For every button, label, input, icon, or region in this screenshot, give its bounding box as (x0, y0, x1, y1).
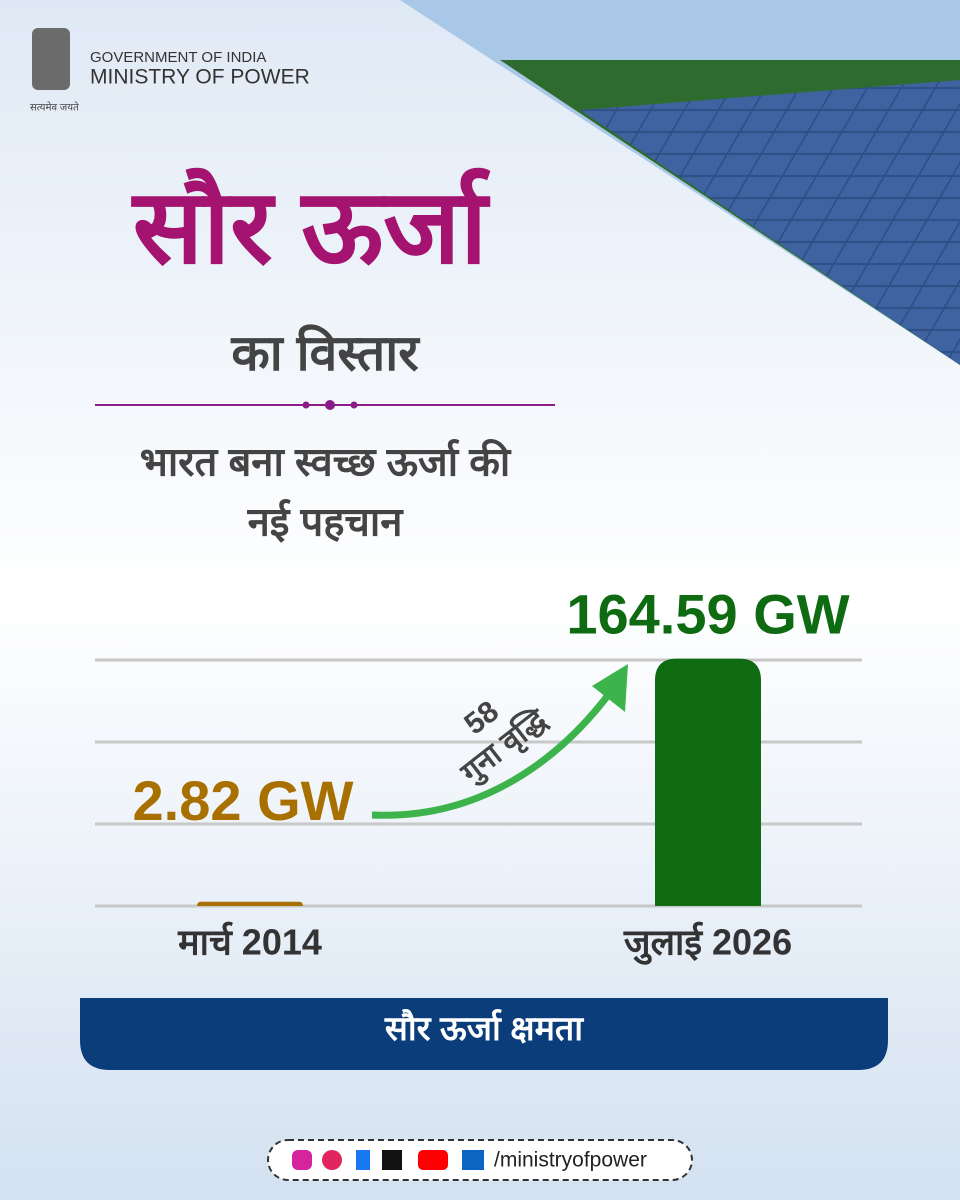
x-label-banner (80, 998, 888, 1070)
motto: सत्यमेव जयते (30, 102, 79, 114)
subtitle: का विस्तार (230, 324, 420, 381)
photo-panels (580, 80, 960, 365)
org-line-1: GOVERNMENT OF INDIA (90, 49, 266, 66)
bar (655, 658, 761, 906)
x-tick-label: मार्च 2014 (177, 922, 322, 963)
social-handle[interactable]: /ministryofpower (494, 1149, 647, 1172)
tagline: नई पहचान (247, 499, 405, 545)
x-tick-label: जुलाई 2026 (623, 922, 792, 966)
social-icons (292, 1150, 484, 1170)
bar (197, 901, 303, 906)
growth-arrow (371, 687, 615, 819)
x-axis-label: सौर ऊर्जा क्षमता (384, 1008, 584, 1048)
value-label: 2.82 GW (133, 769, 354, 832)
org-line-2: MINISTRY OF POWER (90, 66, 310, 89)
tagline: भारत बना स्वच्छ ऊर्जा की (140, 439, 512, 485)
divider (95, 400, 555, 410)
title: सौर ऊर्जा (131, 167, 491, 285)
arrow-head (592, 664, 628, 712)
value-label: 164.59 GW (566, 582, 849, 645)
emblem (32, 28, 70, 90)
